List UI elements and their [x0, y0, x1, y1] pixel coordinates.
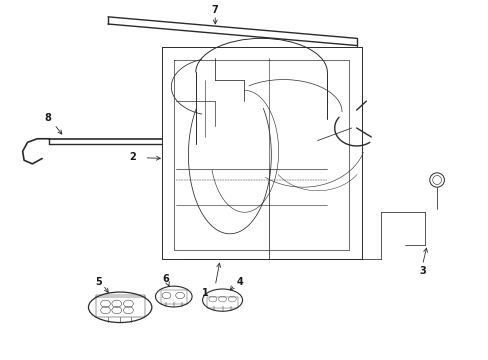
Text: 8: 8	[44, 113, 51, 123]
Text: 3: 3	[418, 266, 425, 276]
Text: 7: 7	[211, 5, 218, 15]
Text: 2: 2	[129, 152, 136, 162]
Bar	[160, 290, 187, 304]
Text: 6: 6	[162, 274, 168, 284]
Text: 5: 5	[95, 277, 102, 287]
Text: 1: 1	[202, 288, 208, 298]
Bar	[96, 296, 144, 317]
Bar	[207, 297, 237, 308]
Text: 4: 4	[236, 277, 243, 287]
